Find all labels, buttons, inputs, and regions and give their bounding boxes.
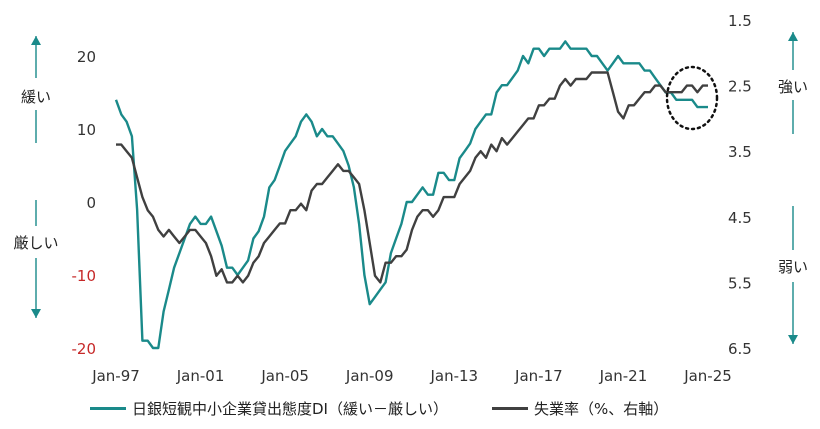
legend-swatch-unemployment bbox=[491, 407, 528, 410]
left-tick-label: -20 bbox=[72, 340, 97, 358]
left-up-label: 緩い bbox=[21, 88, 51, 106]
left-axis-ticks: 20 10 0 -10 -20 bbox=[72, 48, 97, 358]
right-tick-label: 4.5 bbox=[728, 209, 752, 227]
highlight-circle bbox=[665, 65, 719, 131]
legend: 日銀短観中小企業貸出態度DI（緩い－厳しい） 失業率（%、右軸） bbox=[90, 398, 668, 419]
right-up-label: 強い bbox=[778, 78, 808, 96]
right-down-label: 弱い bbox=[778, 258, 808, 276]
direction-arrows bbox=[31, 32, 798, 344]
right-tick-label: 3.5 bbox=[728, 143, 752, 161]
series-line-1 bbox=[116, 71, 708, 284]
x-tick-label: Jan-21 bbox=[599, 367, 648, 385]
legend-label-unemployment: 失業率（%、右軸） bbox=[533, 400, 669, 418]
right-tick-label: 5.5 bbox=[728, 274, 752, 292]
x-tick-label: Jan-05 bbox=[260, 367, 309, 385]
right-axis-ticks: 1.5 2.5 3.5 4.5 5.5 6.5 bbox=[728, 12, 752, 358]
left-tick-label: 10 bbox=[77, 121, 96, 139]
left-tick-label: 0 bbox=[86, 194, 96, 212]
x-tick-label: Jan-97 bbox=[91, 367, 140, 385]
series-line-0 bbox=[114, 40, 708, 350]
legend-item-di: 日銀短観中小企業貸出態度DI（緩い－厳しい） bbox=[90, 398, 448, 419]
legend-swatch-di bbox=[90, 407, 126, 410]
right-tick-label: 2.5 bbox=[728, 78, 752, 96]
left-tick-label: -10 bbox=[72, 267, 97, 285]
x-tick-label: Jan-17 bbox=[514, 367, 563, 385]
plot-area bbox=[114, 40, 719, 350]
right-tick-label: 1.5 bbox=[728, 12, 752, 30]
legend-item-unemployment: 失業率（%、右軸） bbox=[491, 398, 669, 419]
legend-label-di: 日銀短観中小企業貸出態度DI（緩い－厳しい） bbox=[132, 400, 448, 418]
x-tick-label: Jan-01 bbox=[176, 367, 225, 385]
x-tick-label: Jan-25 bbox=[683, 367, 732, 385]
left-down-label: 厳しい bbox=[13, 234, 58, 252]
left-down-arrow-head bbox=[31, 309, 41, 318]
right-up-arrow-head bbox=[788, 32, 798, 41]
left-tick-label: 20 bbox=[77, 48, 96, 66]
right-tick-label: 6.5 bbox=[728, 340, 752, 358]
x-axis-ticks: Jan-97 Jan-01 Jan-05 Jan-09 Jan-13 Jan-17 Jan-… bbox=[91, 367, 732, 385]
left-up-arrow-head bbox=[31, 36, 41, 45]
x-tick-label: Jan-09 bbox=[345, 367, 394, 385]
right-down-arrow-head bbox=[788, 335, 798, 344]
x-tick-label: Jan-13 bbox=[429, 367, 478, 385]
axis-annotations: 緩い 厳しい 強い 弱い bbox=[13, 78, 808, 276]
